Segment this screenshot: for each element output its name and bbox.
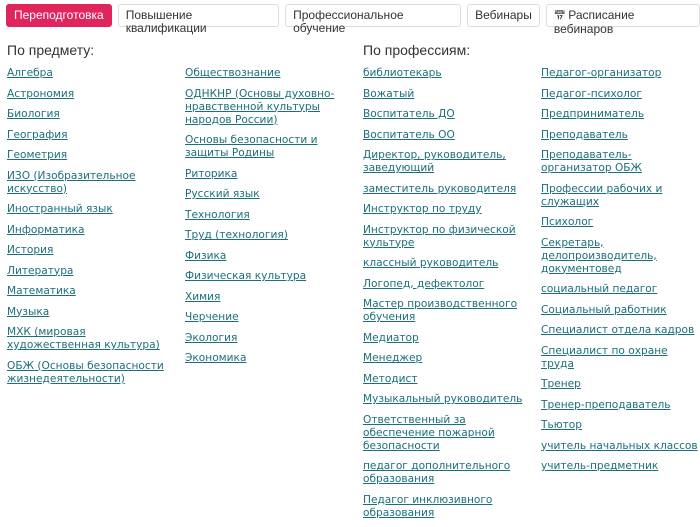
category-link[interactable]: Ответственный за обеспечение пожарной бе…: [363, 413, 495, 452]
tab-label: Вебинары: [475, 8, 532, 22]
category-link[interactable]: Преподаватель-организатор ОБЖ: [541, 149, 642, 174]
category-link[interactable]: Менеджер: [363, 352, 423, 364]
category-link[interactable]: педагог дополнительного образования: [363, 460, 511, 485]
category-link[interactable]: Психолог: [541, 216, 594, 228]
category-link[interactable]: Геометрия: [7, 149, 68, 161]
category-link[interactable]: Педагог инклюзивного образования: [363, 493, 493, 519]
category-link[interactable]: Технология: [185, 208, 250, 221]
category-link[interactable]: Экономика: [185, 352, 247, 364]
tab-2[interactable]: Профессиональное обучение: [285, 4, 462, 35]
category-link[interactable]: Профессии рабочих и служащих: [541, 182, 663, 208]
category-link[interactable]: Музыкальный руководитель: [363, 393, 523, 405]
category-link[interactable]: Инструктор по труду: [363, 203, 482, 215]
category-link[interactable]: Специалист по охране труда: [541, 344, 668, 370]
category-link[interactable]: Труд (технология): [185, 229, 288, 241]
category-link[interactable]: Социальный работник: [541, 303, 667, 316]
category-link[interactable]: Музыка: [7, 305, 50, 318]
subjects-column-2: Обществознание ОДНКНР (Основы духовно-нра…: [185, 67, 335, 373]
tab-label: Повышение квалификации: [125, 8, 207, 35]
subjects-heading: По предмету:: [7, 42, 95, 58]
category-link[interactable]: Химия: [185, 290, 221, 303]
category-link[interactable]: Вожатый: [363, 87, 415, 100]
category-link[interactable]: Педагог-организатор: [541, 67, 662, 79]
category-link[interactable]: Литература: [7, 264, 74, 277]
category-link[interactable]: География: [7, 128, 68, 141]
category-link[interactable]: Тренер: [541, 378, 581, 390]
category-link[interactable]: социальный педагог: [541, 283, 658, 295]
category-link[interactable]: Биология: [7, 108, 60, 120]
category-link[interactable]: Секретарь, делопроизводитель, документов…: [541, 236, 657, 275]
tab-3[interactable]: Вебинары: [467, 4, 540, 27]
tab-label: Переподготовка: [14, 8, 104, 22]
category-link[interactable]: МХК (мировая художественная культура): [7, 326, 160, 351]
category-link[interactable]: Русский язык: [185, 188, 260, 200]
category-link[interactable]: Мастер производственного обучения: [363, 298, 518, 323]
category-link[interactable]: Методист: [363, 372, 418, 385]
category-link[interactable]: Логопед, дефектолог: [363, 277, 485, 290]
category-link[interactable]: Тренер-преподаватель: [541, 398, 671, 411]
category-link[interactable]: Экология: [185, 331, 238, 344]
category-link[interactable]: Воспитатель ОО: [363, 128, 455, 141]
category-link[interactable]: библиотекарь: [363, 67, 442, 79]
tab-label: Расписание вебинаров: [553, 8, 635, 36]
category-link[interactable]: Обществознание: [185, 67, 281, 79]
tab-label: Профессиональное обучение: [293, 8, 404, 35]
category-link[interactable]: Риторика: [185, 167, 238, 180]
category-link[interactable]: История: [7, 244, 54, 256]
category-link[interactable]: Воспитатель ДО: [363, 108, 455, 120]
category-link[interactable]: Информатика: [7, 223, 85, 236]
category-link[interactable]: Медиатор: [363, 331, 419, 344]
category-link[interactable]: Директор, руководитель, заведующий: [363, 149, 506, 174]
category-link[interactable]: Предприниматель: [541, 108, 645, 120]
category-link[interactable]: Основы безопасности и защиты Родины: [185, 134, 318, 159]
category-link[interactable]: классный руководитель: [363, 257, 499, 269]
professions-column-1: библиотекарь Вожатый Воспитатель ДО Воспита…: [363, 67, 528, 527]
tab-4[interactable]: 📅 Расписание вебинаров: [545, 4, 700, 36]
category-link[interactable]: Педагог-психолог: [541, 87, 642, 100]
category-link[interactable]: ОДНКНР (Основы духовно-нравственной куль…: [185, 87, 335, 126]
category-link[interactable]: Иностранный язык: [7, 203, 113, 215]
category-link[interactable]: Тьютор: [541, 419, 583, 431]
calendar-icon: 📅: [553, 11, 567, 22]
subjects-column-1: Алгебра Астрономия Биология География Геомет…: [7, 67, 179, 393]
tab-bar: Переподготовка Повышение квалификации Проф…: [6, 4, 700, 36]
category-link[interactable]: ИЗО (Изобразительное искусство): [7, 169, 136, 195]
category-link[interactable]: учитель начальных классов: [541, 439, 698, 452]
category-link[interactable]: Черчение: [185, 311, 239, 323]
category-link[interactable]: Специалист отдела кадров: [541, 324, 695, 336]
category-link[interactable]: Алгебра: [7, 67, 53, 79]
category-link[interactable]: Математика: [7, 285, 76, 297]
category-link[interactable]: Астрономия: [7, 87, 75, 100]
category-link[interactable]: Физика: [185, 249, 227, 262]
tab-1[interactable]: Повышение квалификации: [117, 4, 280, 35]
tab-0[interactable]: Переподготовка: [6, 4, 112, 27]
category-link[interactable]: заместитель руководителя: [363, 182, 517, 195]
category-link[interactable]: ОБЖ (Основы безопасности жизнедеятельнос…: [7, 359, 164, 385]
professions-heading: По профессиям:: [363, 42, 471, 58]
professions-column-2: Педагог-организатор Педагог-психолог Предп…: [541, 67, 700, 481]
category-link[interactable]: Инструктор по физической культуре: [363, 223, 516, 249]
category-link[interactable]: Физическая культура: [185, 270, 307, 282]
category-link[interactable]: Преподаватель: [541, 128, 628, 141]
category-link[interactable]: учитель-предметник: [541, 460, 659, 472]
